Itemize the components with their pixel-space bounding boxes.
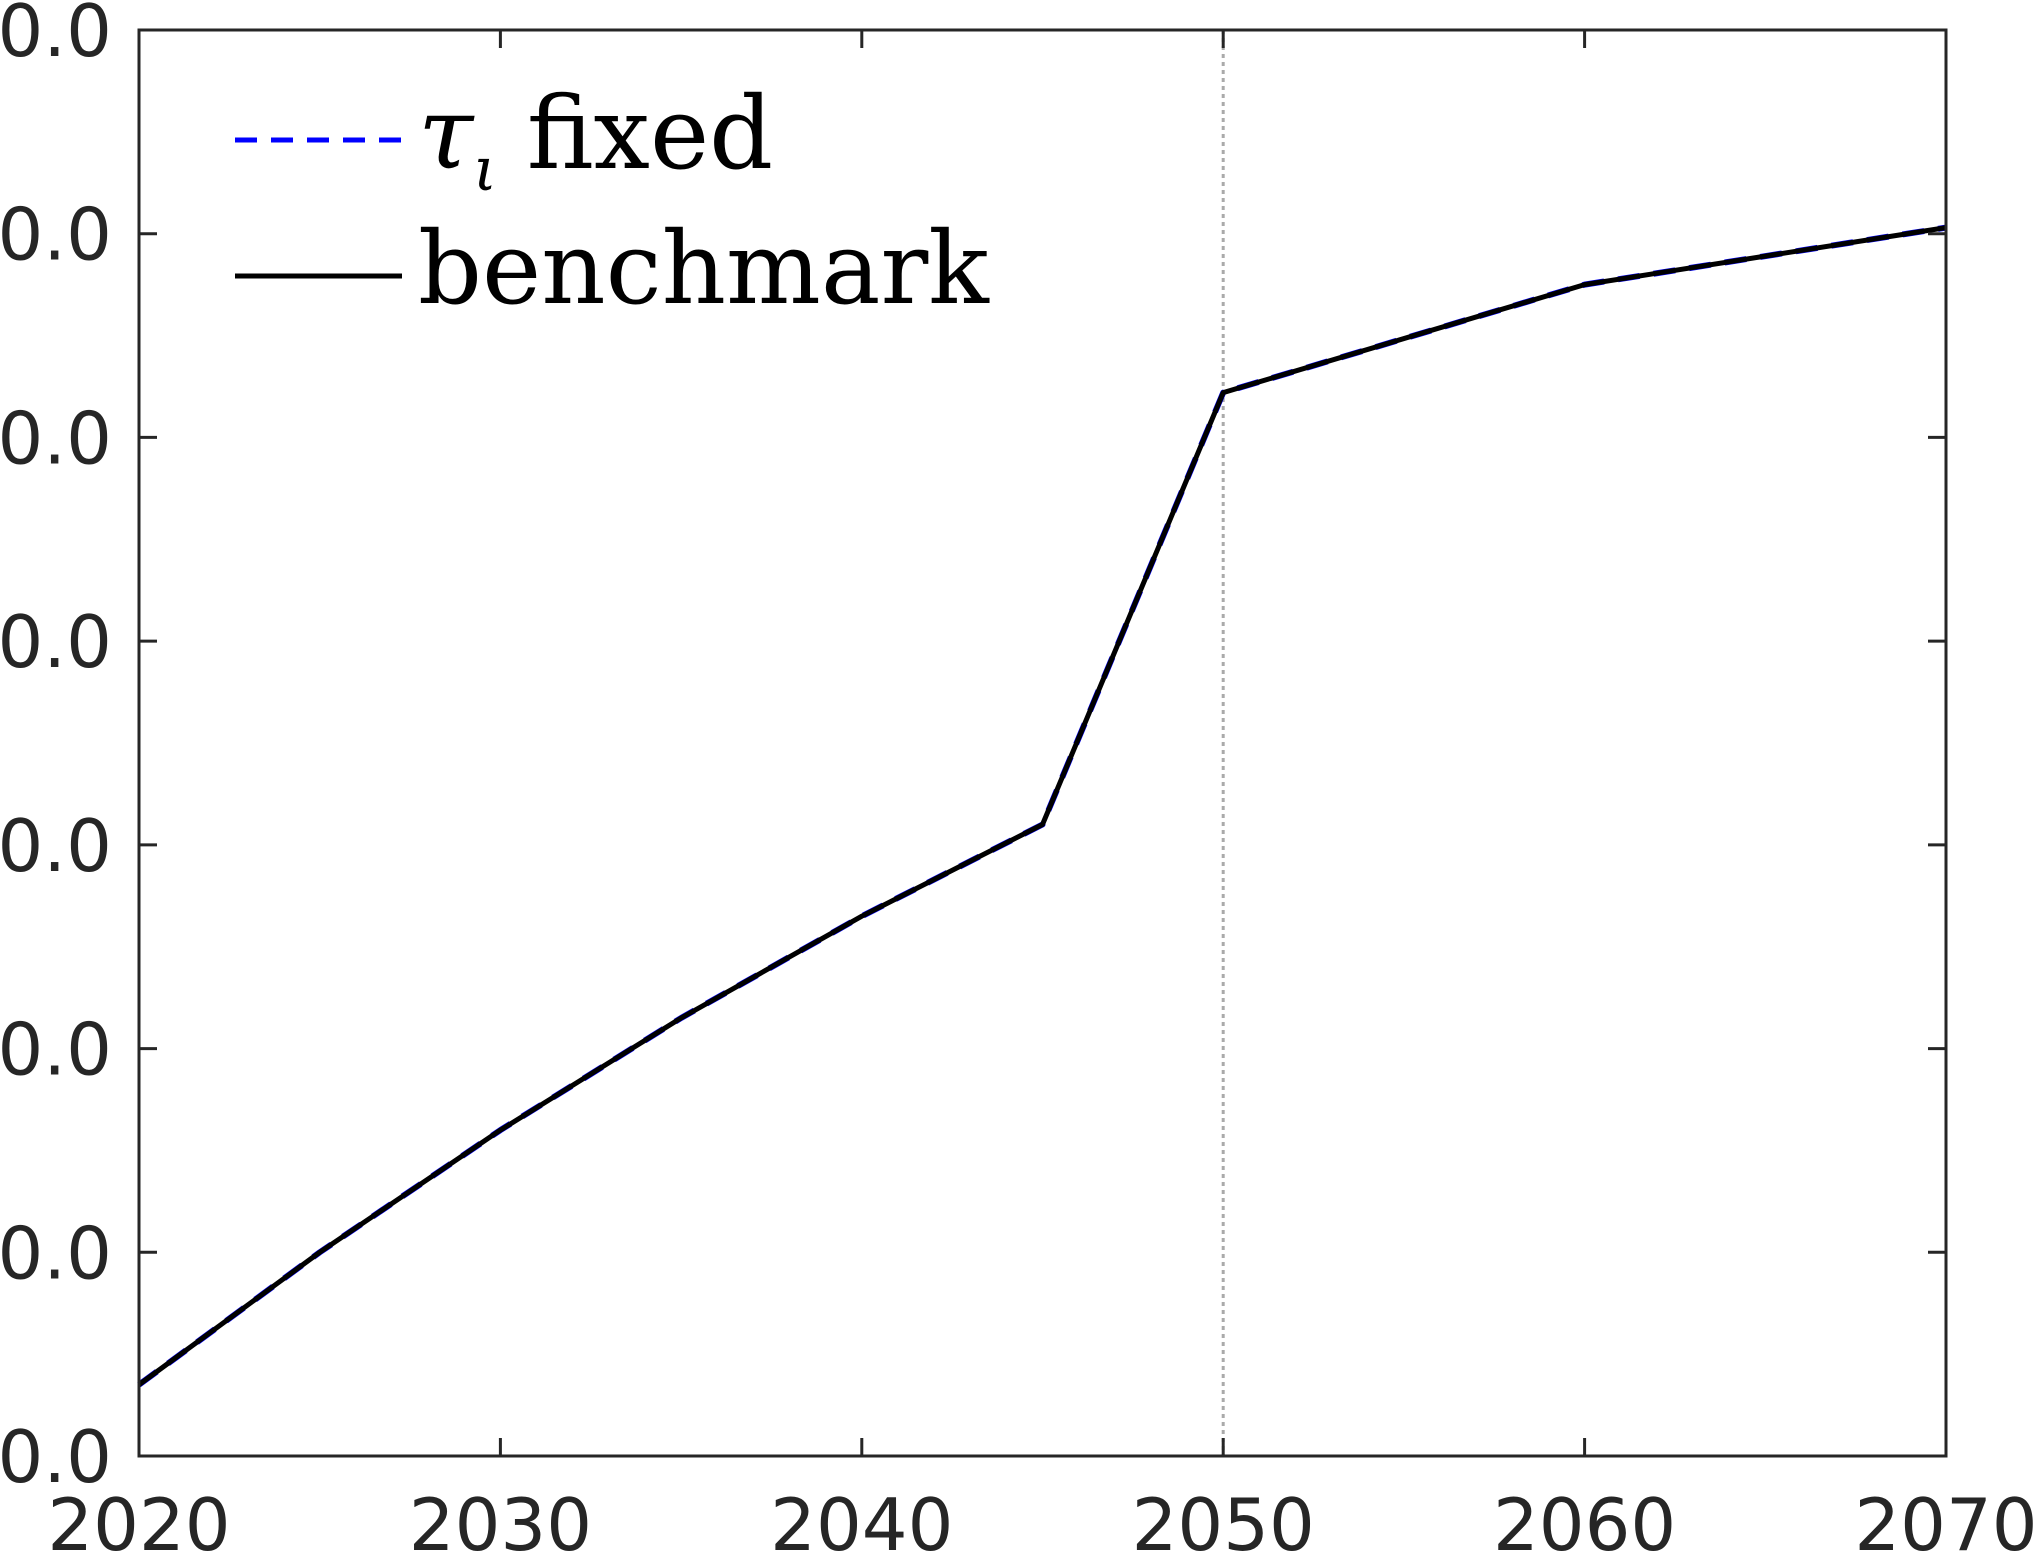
x-tick-label: 2070 [1854, 1483, 2036, 1554]
y-tick-label: 0.0 [0, 804, 112, 888]
y-tick-label: 0.0 [0, 396, 112, 480]
series-line-benchmark [137, 225, 1947, 1387]
legend-tau-text: fixed [527, 75, 773, 192]
y-tick-label: 0.0 [0, 600, 112, 684]
x-tick-label: 2030 [409, 1483, 592, 1554]
x-axis: 2020 2030 2040 2050 2060 2070 [47, 30, 2036, 1554]
y-tick-label: 0.0 [0, 1211, 112, 1295]
legend: τι fixed benchmark [235, 75, 990, 327]
y-axis: 0.0 0.0 0.0 0.0 0.0 0.0 0.0 0.0 [0, 0, 1946, 1499]
x-tick-label: 2020 [47, 1483, 230, 1554]
x-tick-label: 2060 [1493, 1483, 1676, 1554]
y-tick-label: 0.0 [0, 1415, 112, 1499]
axes-frame [137, 28, 1948, 1458]
y-tick-label: 0.0 [0, 193, 112, 277]
y-tick-label: 0.0 [0, 1008, 112, 1092]
series-layer [137, 30, 1947, 1456]
axis-frame [137, 28, 1948, 1458]
legend-label-tau-fixed: τι fixed [418, 75, 773, 205]
legend-tau-symbol: τ [418, 75, 475, 192]
plot-area [139, 30, 1946, 1456]
y-tick-label: 0.0 [0, 0, 112, 73]
legend-label-benchmark: benchmark [418, 210, 990, 327]
plot-background [139, 30, 1946, 1456]
x-tick-label: 2040 [770, 1483, 953, 1554]
x-tick-label: 2050 [1132, 1483, 1315, 1554]
legend-tau-subscript: ι [473, 135, 497, 205]
